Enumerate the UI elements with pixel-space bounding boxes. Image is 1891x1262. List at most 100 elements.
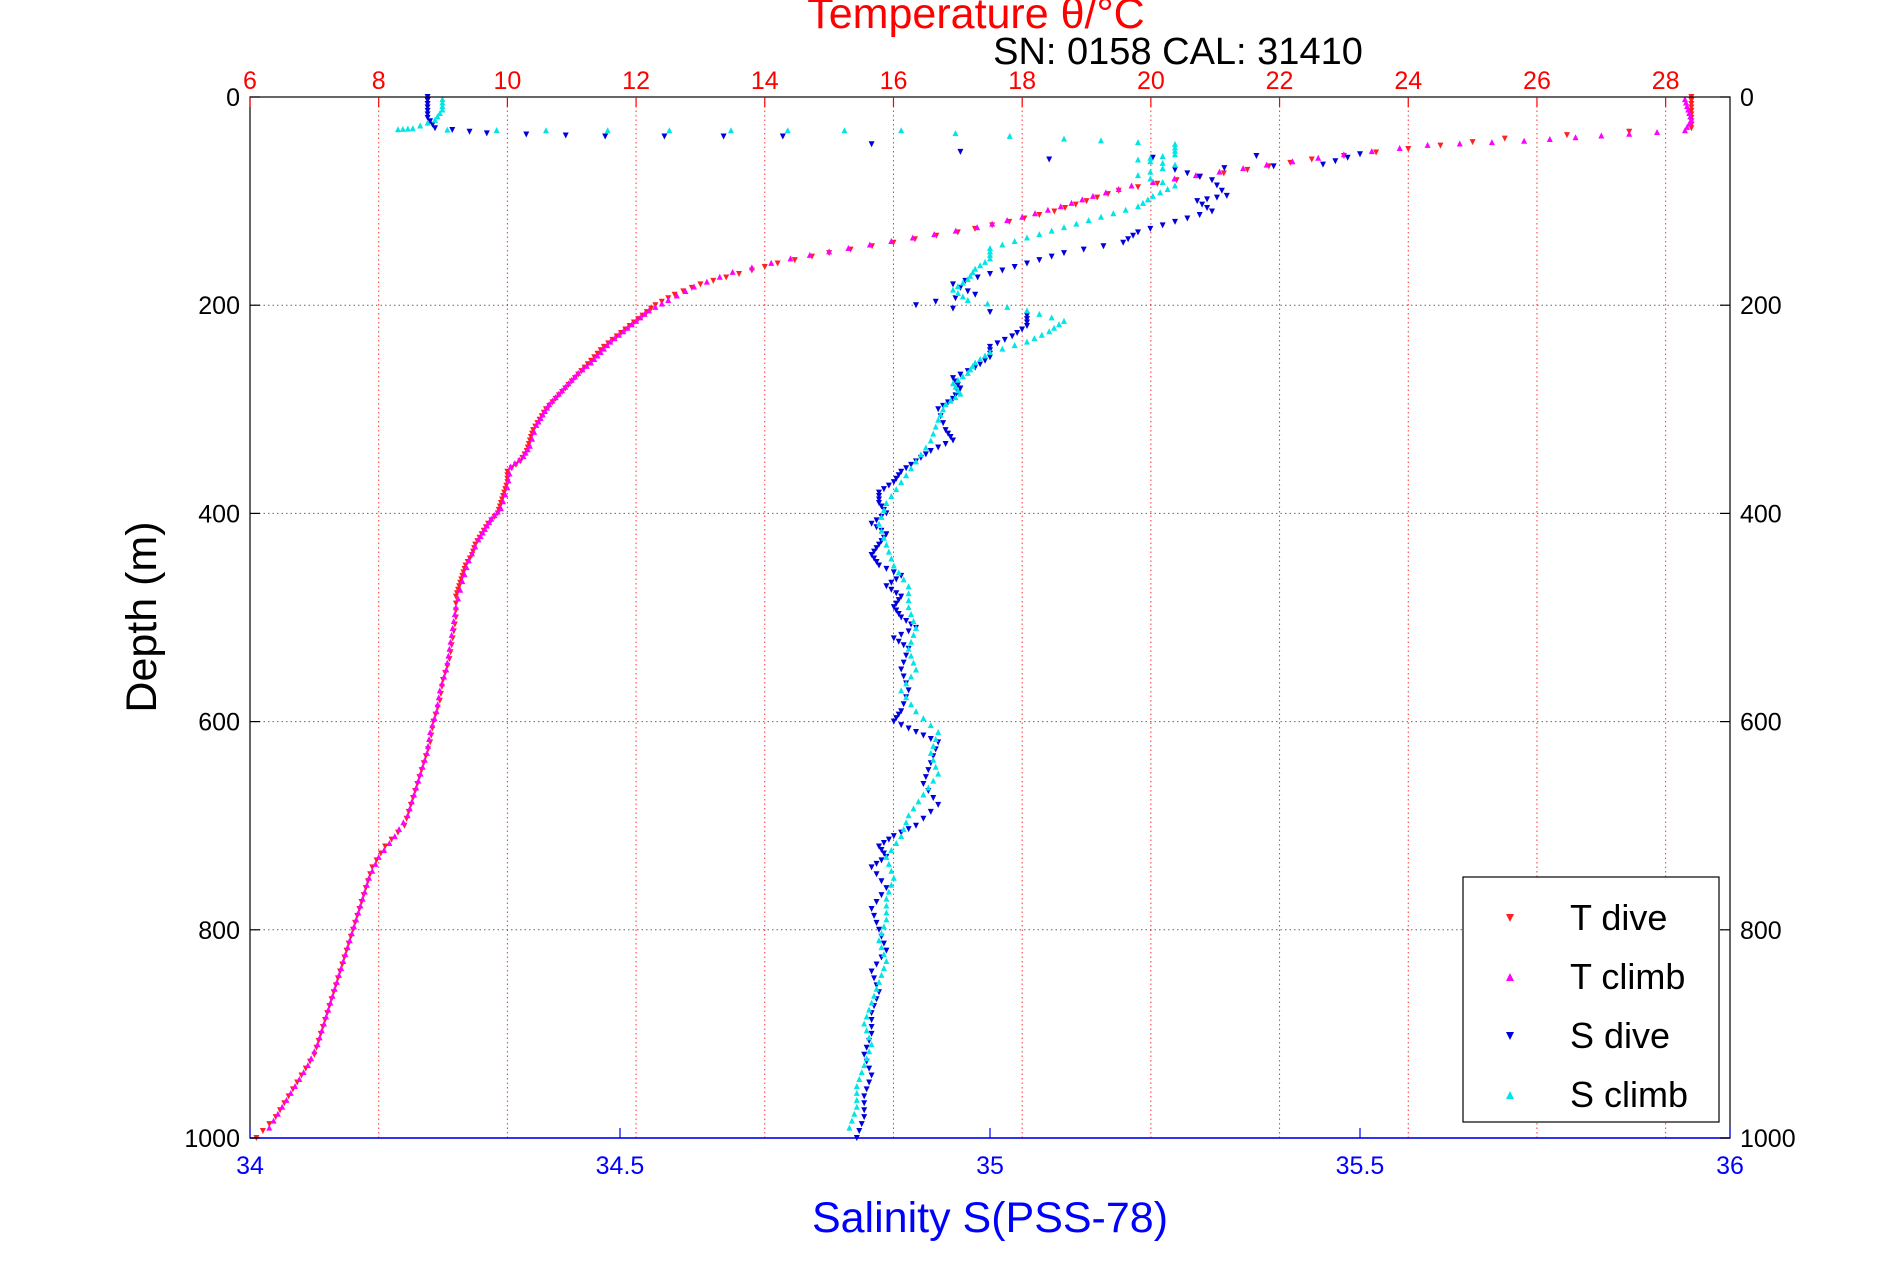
point-s-dive xyxy=(890,718,897,725)
point-t-climb xyxy=(472,543,479,550)
point-t-climb xyxy=(768,259,775,266)
point-s-dive xyxy=(890,635,897,642)
point-t-climb xyxy=(645,307,652,314)
point-s-dive xyxy=(871,975,878,982)
point-s-dive xyxy=(1209,208,1215,215)
point-s-dive xyxy=(1130,232,1137,239)
point-s-climb xyxy=(1110,210,1117,217)
point-t-climb xyxy=(417,770,424,777)
point-s-dive xyxy=(883,531,890,538)
point-t-climb xyxy=(529,435,536,442)
point-t-climb xyxy=(1546,135,1553,142)
point-t-climb xyxy=(1068,199,1075,206)
point-t-climb xyxy=(429,722,436,729)
point-s-dive xyxy=(1221,165,1228,172)
point-t-climb xyxy=(565,380,572,387)
point-s-climb xyxy=(952,394,959,401)
point-s-climb xyxy=(1172,144,1178,151)
point-s-climb xyxy=(866,1034,873,1041)
point-t-climb xyxy=(348,930,355,937)
point-t-climb xyxy=(435,694,442,701)
point-s-dive xyxy=(878,503,885,510)
point-s-dive xyxy=(1199,201,1206,208)
point-t-climb xyxy=(604,342,611,349)
point-s-climb xyxy=(927,437,934,444)
point-t-climb xyxy=(682,287,689,294)
point-t-climb xyxy=(391,833,398,840)
salinity-tick-label: 34.5 xyxy=(596,1152,645,1180)
point-s-dive xyxy=(779,133,786,140)
point-t-dive xyxy=(458,576,465,583)
point-s-climb xyxy=(905,590,912,597)
point-s-dive xyxy=(466,128,473,135)
legend: T dive T climb S dive S climb xyxy=(1462,876,1720,1123)
point-s-dive xyxy=(876,541,882,548)
point-s-dive xyxy=(878,846,885,853)
point-s-dive xyxy=(895,472,902,479)
point-s-dive xyxy=(1125,236,1132,243)
point-s-climb xyxy=(846,1124,853,1131)
point-t-climb xyxy=(575,369,582,376)
point-t-climb xyxy=(974,224,981,231)
point-t-climb xyxy=(1263,161,1270,168)
point-s-climb xyxy=(895,569,902,576)
point-t-climb xyxy=(633,317,640,324)
point-t-climb xyxy=(535,418,542,425)
temperature-tick-label: 16 xyxy=(880,67,908,95)
point-s-climb xyxy=(920,791,927,798)
point-s-dive xyxy=(1320,161,1326,168)
temperature-tick-label: 24 xyxy=(1394,67,1422,95)
point-s-climb xyxy=(954,387,961,394)
point-t-climb xyxy=(505,477,512,484)
point-t-dive xyxy=(1051,208,1058,215)
point-s-dive xyxy=(900,642,907,649)
point-t-climb xyxy=(323,1013,330,1020)
point-t-climb xyxy=(1128,182,1135,189)
point-t-climb xyxy=(491,512,498,519)
point-t-climb xyxy=(311,1048,318,1055)
point-t-climb xyxy=(449,624,456,631)
depth-tick-label-right: 0 xyxy=(1740,84,1754,112)
point-t-dive xyxy=(525,441,532,447)
point-s-dive xyxy=(898,666,905,673)
point-s-climb xyxy=(898,479,905,486)
point-s-climb xyxy=(880,951,887,958)
point-s-climb xyxy=(964,276,971,283)
point-s-climb xyxy=(885,548,892,555)
point-s-climb xyxy=(959,293,966,300)
point-s-dive xyxy=(942,441,949,447)
point-t-climb xyxy=(562,383,569,390)
point-s-dive xyxy=(895,611,902,618)
point-s-dive xyxy=(1120,239,1127,246)
temperature-tick-label: 8 xyxy=(372,67,386,95)
point-s-climb xyxy=(977,262,984,269)
point-s-climb xyxy=(942,401,949,408)
temperature-tick-label: 14 xyxy=(751,67,779,95)
point-t-climb xyxy=(486,519,493,526)
point-s-climb xyxy=(1147,158,1154,165)
point-s-dive xyxy=(429,121,436,128)
salinity-tick-label: 35.5 xyxy=(1336,1152,1385,1180)
point-s-climb xyxy=(982,258,989,265)
point-s-dive xyxy=(868,1017,875,1024)
point-s-climb xyxy=(868,1041,875,1048)
point-s-dive xyxy=(871,555,878,562)
point-s-climb xyxy=(1135,139,1141,146)
depth-tick-label-left: 400 xyxy=(198,500,240,528)
point-t-dive xyxy=(460,569,467,576)
point-t-climb xyxy=(361,888,368,895)
point-t-climb xyxy=(434,701,441,708)
depth-tick-label-left: 200 xyxy=(198,292,240,320)
point-t-dive xyxy=(774,260,781,267)
point-s-dive xyxy=(1080,246,1087,253)
point-s-dive xyxy=(873,871,880,878)
point-s-climb xyxy=(987,244,993,251)
point-s-climb xyxy=(927,749,934,756)
point-t-dive xyxy=(1688,97,1695,104)
point-s-dive xyxy=(885,836,892,843)
point-t-climb xyxy=(1456,140,1463,147)
point-s-dive xyxy=(720,133,727,140)
point-t-dive xyxy=(456,583,463,590)
point-s-dive xyxy=(562,132,569,139)
